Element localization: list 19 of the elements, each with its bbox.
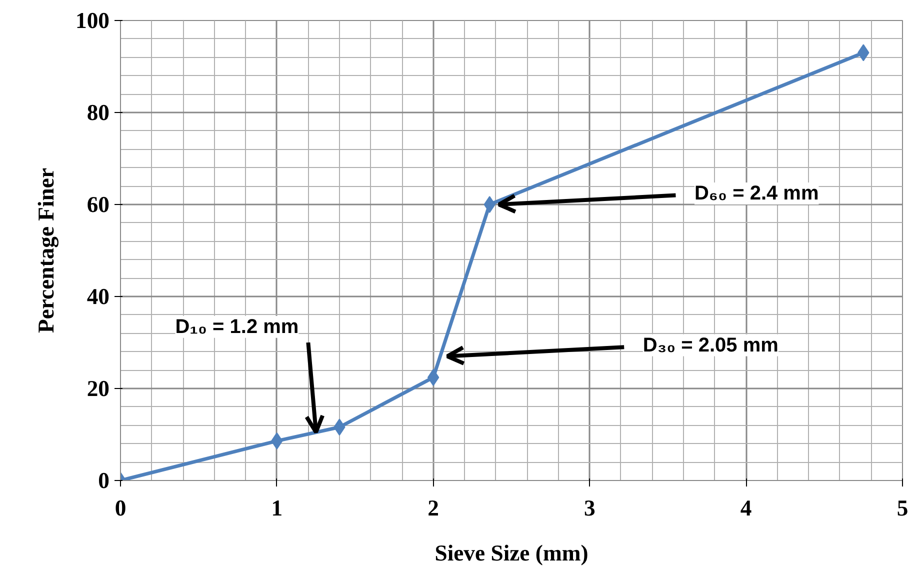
y-tick-label: 20 xyxy=(86,376,110,401)
x-tick-label: 1 xyxy=(271,496,283,520)
y-tick-label: 60 xyxy=(86,192,110,217)
x-tick-label: 2 xyxy=(428,496,439,520)
y-tick-label: 80 xyxy=(86,100,110,125)
annotation: D₁₀ = 1.2 mm xyxy=(175,316,299,338)
point xyxy=(484,196,496,213)
x-tick-label: 0 xyxy=(114,496,126,520)
point xyxy=(427,368,440,386)
y-axis-title: Percentage Finer xyxy=(34,168,59,334)
x-axis-title: Sieve Size (mm) xyxy=(434,540,588,566)
x-tick-label: 4 xyxy=(740,496,752,520)
annotation: D₆₀ = 2.4 mm xyxy=(694,182,819,204)
y-tick-label: 0 xyxy=(98,468,110,493)
y-tick-label: 40 xyxy=(86,284,110,309)
annotation: D₃₀ = 2.05 mm xyxy=(642,334,778,356)
x-tick-label: 3 xyxy=(584,496,596,520)
x-tick-label: 5 xyxy=(896,496,908,520)
y-tick-label: 100 xyxy=(76,8,110,33)
